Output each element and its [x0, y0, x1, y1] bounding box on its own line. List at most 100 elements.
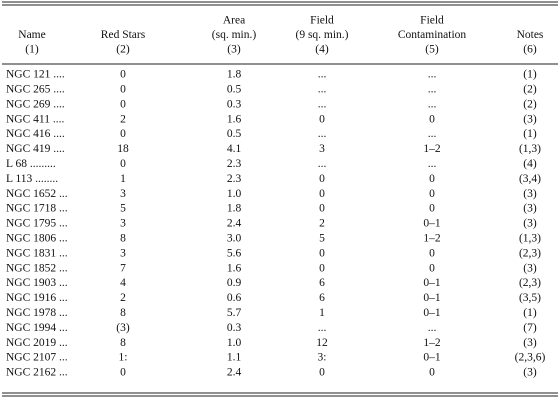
table-cell: 2 [319, 218, 325, 230]
table-cell: ... [318, 69, 327, 81]
column-header: Area [223, 15, 245, 27]
table-cell: 0–1 [423, 307, 441, 319]
row-name: NGC 1978 ... [6, 307, 68, 319]
table-cell: 2 [120, 292, 126, 304]
table-cell: 1.8 [227, 69, 242, 81]
table-cell: (1,3) [519, 233, 541, 245]
table-cell: 0 [319, 262, 325, 274]
table-cell: 0 [429, 173, 435, 185]
table-cell: (2,3) [519, 277, 541, 289]
table-cell: 0 [120, 69, 126, 81]
column-header: Contamination [398, 29, 467, 41]
table-cell: 0.5 [227, 84, 242, 96]
row-name: NGC 265 .... [6, 84, 65, 96]
table-cell: 7 [120, 262, 126, 274]
table-cell: 2.4 [227, 367, 242, 379]
row-name: NGC 1903 ... [6, 277, 68, 289]
table-cell: 0–1 [423, 277, 441, 289]
table-cell: 1: [119, 352, 128, 364]
table-cell: ... [318, 98, 327, 110]
table-cell: (3,4) [519, 173, 541, 185]
table-cell: 2.3 [227, 173, 242, 185]
table-cell: 3 [319, 143, 325, 155]
row-name: L 113 ........ [6, 173, 58, 185]
table-cell: 3.0 [227, 233, 242, 245]
table-cell: ... [318, 128, 327, 140]
table-cell: 0 [429, 247, 435, 259]
row-name: NGC 2107 ... [6, 352, 68, 364]
table-cell: (1,3) [519, 143, 541, 155]
table-cell: 6 [319, 277, 325, 289]
table-cell: 5 [319, 233, 325, 245]
table-cell: (1) [523, 128, 537, 140]
column-header: (9 sq. min.) [295, 29, 348, 41]
table-cell: 0 [319, 367, 325, 379]
table-cell: 3 [120, 218, 126, 230]
table-cell: ... [428, 84, 437, 96]
row-name: NGC 1852 ... [6, 262, 68, 274]
table-cell: 1 [319, 307, 325, 319]
table-cell: (2,3) [519, 247, 541, 259]
table-cell: 0–1 [423, 352, 441, 364]
table-cell: ... [318, 322, 327, 334]
column-header: (sq. min.) [212, 29, 257, 41]
table-cell: 3 [120, 188, 126, 200]
column-header: (5) [425, 44, 439, 56]
table-cell: 5.7 [227, 307, 242, 319]
table-cell: (3) [523, 203, 537, 215]
table-cell: (4) [523, 158, 537, 170]
table-cell: 0 [120, 84, 126, 96]
table-cell: (3) [523, 367, 537, 379]
table-cell: ... [318, 158, 327, 170]
row-name: NGC 419 .... [6, 143, 65, 155]
table-cell: (3) [523, 337, 537, 349]
table-cell: (3) [523, 113, 537, 125]
column-header: Field [310, 15, 334, 27]
table-cell: (3) [523, 188, 537, 200]
table-cell: (7) [523, 322, 537, 334]
table-cell: 0–1 [423, 292, 441, 304]
table-cell: 0 [120, 367, 126, 379]
column-header: Red Stars [101, 29, 146, 41]
table-cell: 8 [120, 307, 126, 319]
column-header: (1) [25, 44, 39, 56]
table-cell: 0 [120, 98, 126, 110]
table-cell: 1.6 [227, 113, 242, 125]
column-header: Notes [517, 29, 544, 41]
table-cell: 0.6 [227, 292, 242, 304]
table-cell: 0 [429, 262, 435, 274]
table-cell: (3) [523, 262, 537, 274]
table-cell: 0 [429, 113, 435, 125]
table-cell: 0 [429, 188, 435, 200]
table-cell: 1–2 [423, 337, 441, 349]
row-name: NGC 1831 ... [6, 247, 68, 259]
table-cell: 2.3 [227, 158, 242, 170]
table-cell: 3: [318, 352, 327, 364]
table-cell: 1.0 [227, 188, 242, 200]
table-cell: 1.8 [227, 203, 242, 215]
table-cell: 0.5 [227, 128, 242, 140]
table-cell: 0–1 [423, 218, 441, 230]
row-name: NGC 1994 ... [6, 322, 68, 334]
table-cell: (1) [523, 69, 537, 81]
row-name: NGC 1806 ... [6, 233, 68, 245]
table-cell: 0.9 [227, 277, 242, 289]
table-cell: 0 [319, 113, 325, 125]
table-cell: 1 [120, 173, 126, 185]
table-cell: (3,5) [519, 292, 541, 304]
table-cell: 5.6 [227, 247, 242, 259]
table-cell: (3) [116, 322, 130, 334]
table-cell: 1–2 [423, 233, 441, 245]
row-name: NGC 1652 ... [6, 188, 68, 200]
table-cell: 0 [120, 128, 126, 140]
row-name: NGC 269 .... [6, 98, 65, 110]
table-cell: 0 [319, 188, 325, 200]
table-cell: 1.0 [227, 337, 242, 349]
table-cell: ... [318, 84, 327, 96]
table-cell: 18 [117, 143, 129, 155]
column-header: Name [18, 29, 45, 41]
row-name: NGC 2019 ... [6, 337, 68, 349]
column-header: (4) [315, 44, 329, 56]
table-cell: 2 [120, 113, 126, 125]
